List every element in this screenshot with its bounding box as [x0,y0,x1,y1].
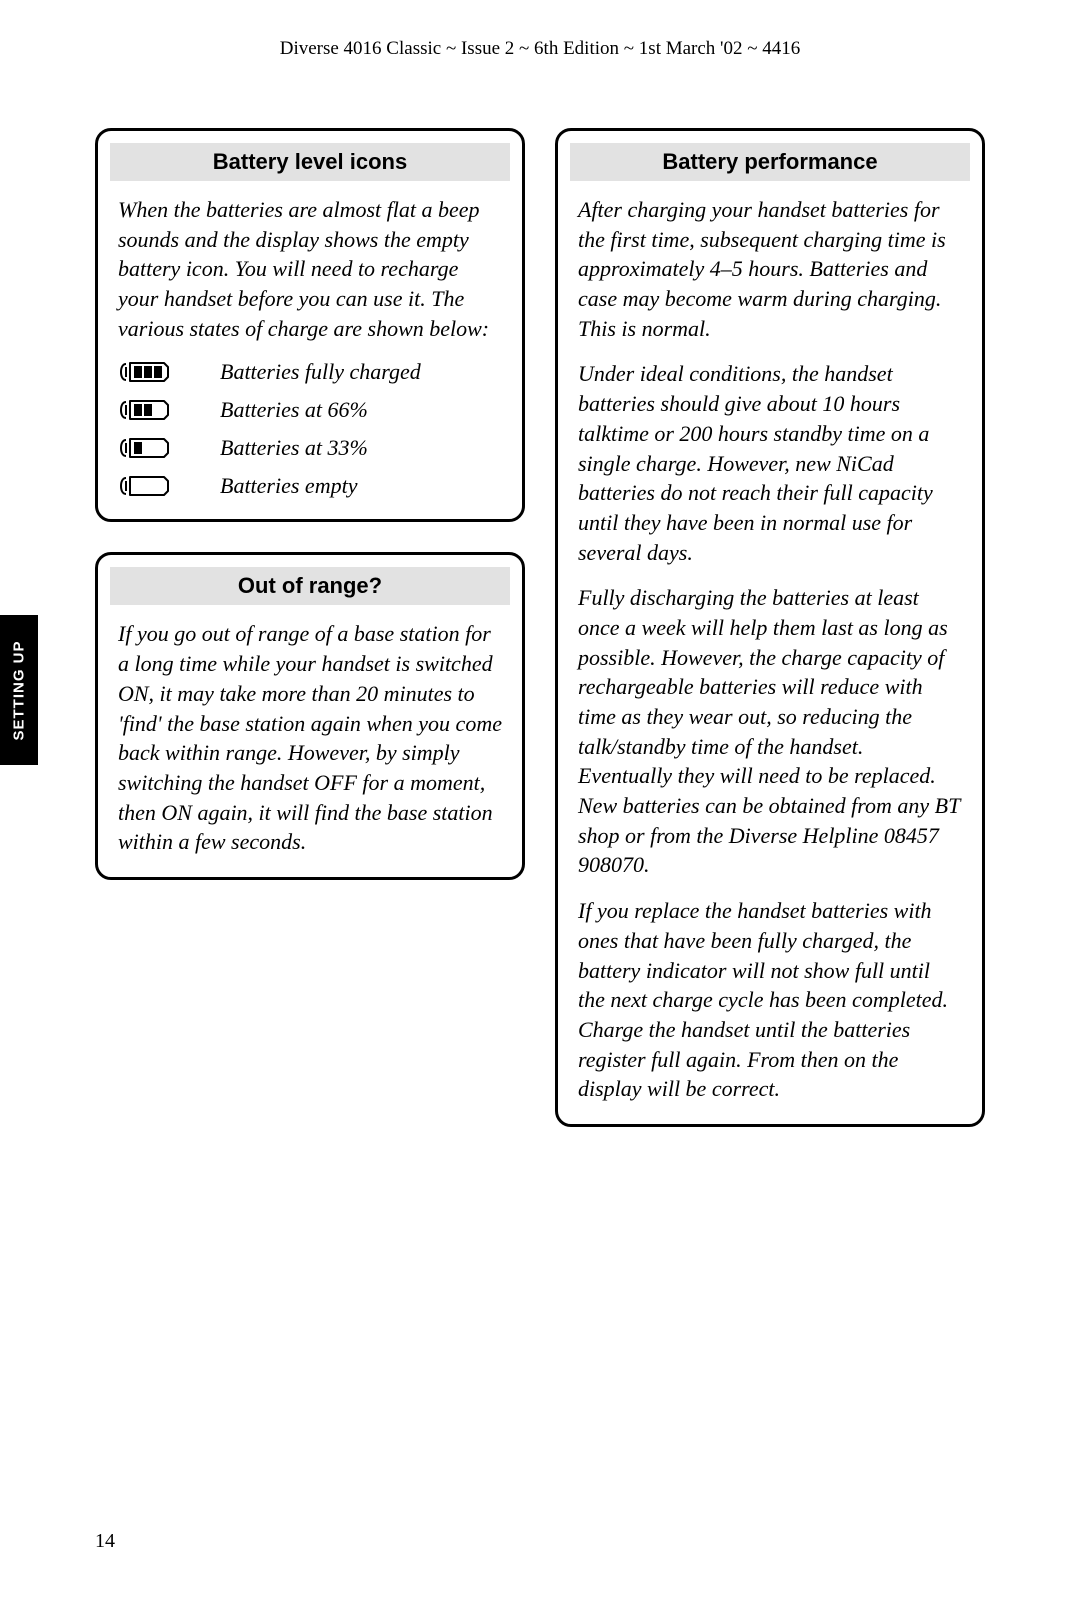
box-intro: When the batteries are almost flat a bee… [118,195,502,343]
box-title: Battery performance [570,143,970,181]
battery-level-label: Batteries fully charged [220,359,421,385]
battery-icon [118,399,178,421]
battery-level-row: Batteries at 66% [118,397,502,423]
content-columns: Battery level icons When the batteries a… [95,128,985,1127]
page-number: 14 [95,1530,115,1553]
paragraph: If you replace the handset batteries wit… [578,896,962,1104]
battery-level-row: Batteries fully charged [118,359,502,385]
paragraph: Under ideal conditions, the handset batt… [578,359,962,567]
battery-level-label: Batteries empty [220,473,357,499]
battery-performance-box: Battery performance After charging your … [555,128,985,1127]
battery-icons-box: Battery level icons When the batteries a… [95,128,525,522]
out-of-range-box: Out of range? If you go out of range of … [95,552,525,880]
paragraph: Fully discharging the batteries at least… [578,583,962,880]
battery-level-list: Batteries fully charged Batteries at 66%… [118,359,502,499]
right-column: Battery performance After charging your … [555,128,985,1127]
battery-level-label: Batteries at 66% [220,397,368,423]
battery-level-row: Batteries at 33% [118,435,502,461]
section-tab-label: SETTING UP [11,640,28,740]
battery-icon [118,361,178,383]
battery-level-label: Batteries at 33% [220,435,368,461]
paragraph: After charging your handset batteries fo… [578,195,962,343]
left-column: Battery level icons When the batteries a… [95,128,525,1127]
box-title: Battery level icons [110,143,510,181]
box-body: If you go out of range of a base station… [118,619,502,857]
box-title: Out of range? [110,567,510,605]
battery-level-row: Batteries empty [118,473,502,499]
page-header: Diverse 4016 Classic ~ Issue 2 ~ 6th Edi… [0,38,1080,60]
battery-icon [118,475,178,497]
section-tab: SETTING UP [0,615,38,765]
battery-icon [118,437,178,459]
